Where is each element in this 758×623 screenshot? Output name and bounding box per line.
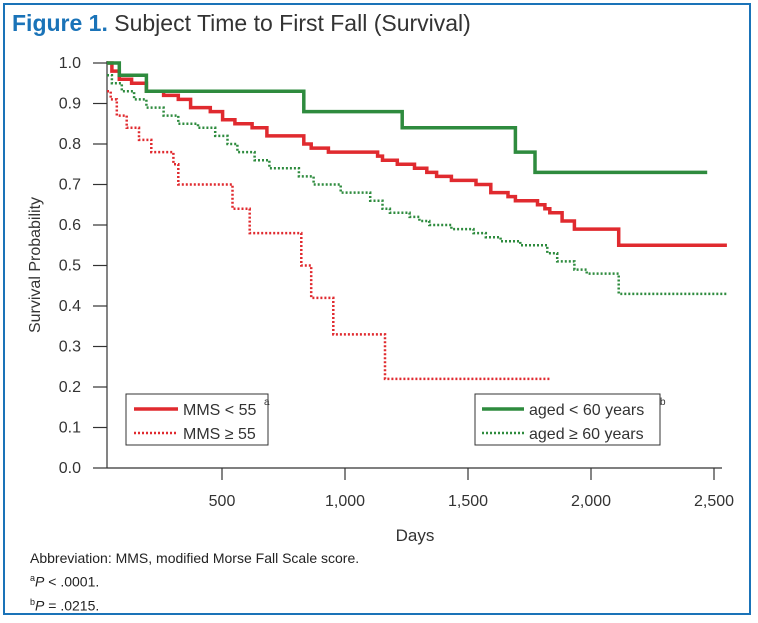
y-tick-label: 0.9: [59, 96, 81, 113]
x-tick-label: 500: [209, 493, 236, 510]
legend-sup-a: a: [264, 397, 270, 408]
x-axis-label: Days: [396, 526, 435, 545]
legend-age: aged < 60 years b aged ≥ 60 years: [474, 393, 666, 446]
legend-label-mms-ge: MMS ≥ 55: [183, 426, 256, 443]
series-line-3: [107, 73, 727, 296]
footnotes: Abbreviation: MMS, modified Morse Fall S…: [30, 548, 359, 615]
y-axis-label: Survival Probability: [27, 197, 44, 333]
legend-mms: MMS < 55 a MMS ≥ 55: [125, 393, 270, 446]
chart-series: [107, 61, 727, 381]
x-tick-label: 1,000: [325, 493, 365, 510]
y-tick-label: 0.6: [59, 217, 81, 234]
figure-frame: [3, 3, 751, 615]
x-tick-label: 2,500: [694, 493, 734, 510]
y-tick-label: 0.8: [59, 136, 81, 153]
series-line-1: [107, 90, 550, 381]
figure-title: Figure 1. Subject Time to First Fall (Su…: [12, 10, 471, 37]
series-line-0: [107, 61, 727, 247]
y-tick-label: 0.4: [59, 298, 81, 315]
x-tick-label: 2,000: [571, 493, 611, 510]
legend-sup-b: b: [660, 397, 666, 408]
chart-axes: 0.0 0.1 0.2 0.3 0.4 0.5 0.6 0.7 0.8 0.9 1.0 500 1,00…: [59, 55, 734, 510]
x-tick-label: 1,500: [448, 493, 488, 510]
y-tick-label: 0.0: [59, 460, 81, 477]
y-tick-label: 1.0: [59, 55, 81, 72]
legend-label-age-lt: aged < 60 years: [529, 402, 644, 419]
footnote-abbreviation: Abbreviation: MMS, modified Morse Fall S…: [30, 550, 360, 566]
y-tick-label: 0.5: [59, 258, 81, 275]
y-tick-label: 0.7: [59, 177, 81, 194]
y-tick-label: 0.2: [59, 379, 81, 396]
y-tick-label: 0.3: [59, 339, 81, 356]
footnote-b: bP = .0215.: [30, 596, 100, 614]
footnote-a: aP < .0001.: [30, 573, 100, 590]
figure-label: Figure 1.: [12, 10, 108, 36]
legend-label-age-ge: aged ≥ 60 years: [529, 426, 644, 443]
series-line-2: [107, 61, 708, 175]
y-tick-label: 0.1: [59, 420, 81, 437]
legend-label-mms-lt: MMS < 55: [183, 402, 256, 419]
figure-title-text: Subject Time to First Fall (Survival): [114, 10, 471, 36]
